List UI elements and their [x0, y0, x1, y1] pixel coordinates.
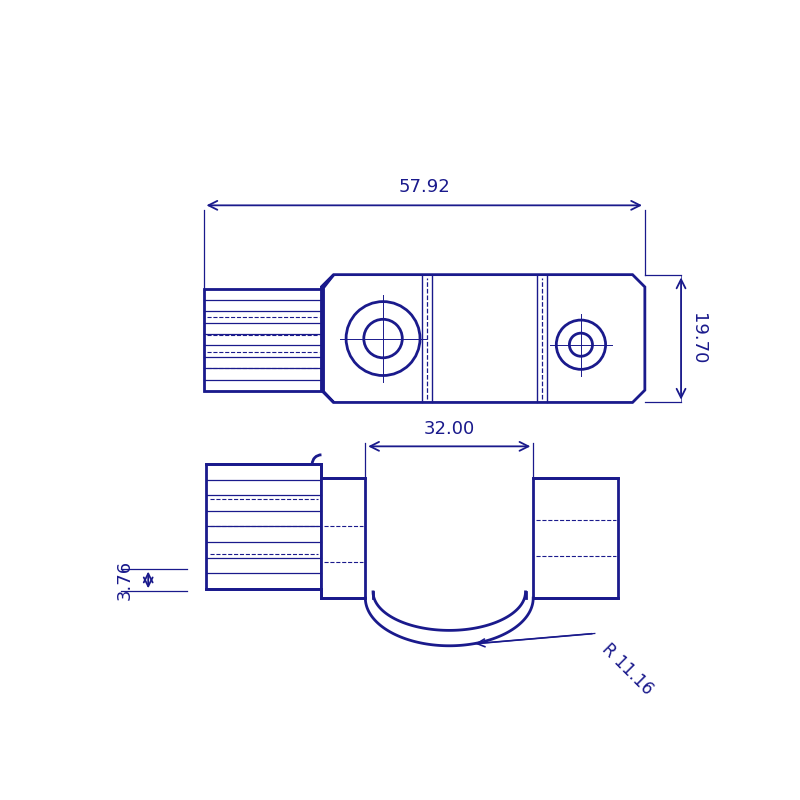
Bar [534, 478, 618, 598]
Text: 57.92: 57.92 [398, 178, 450, 196]
Circle shape [556, 320, 606, 370]
Circle shape [346, 302, 420, 375]
Text: 32.00: 32.00 [424, 420, 475, 438]
Bar [322, 478, 366, 598]
Bar [204, 289, 323, 391]
Text: 19.70: 19.70 [689, 313, 706, 364]
Bar [206, 464, 322, 589]
Circle shape [570, 333, 593, 356]
Circle shape [364, 319, 402, 358]
Polygon shape [322, 274, 334, 402]
Text: 3.76: 3.76 [116, 560, 134, 600]
Polygon shape [322, 274, 645, 402]
Text: R 11.16: R 11.16 [598, 640, 657, 698]
